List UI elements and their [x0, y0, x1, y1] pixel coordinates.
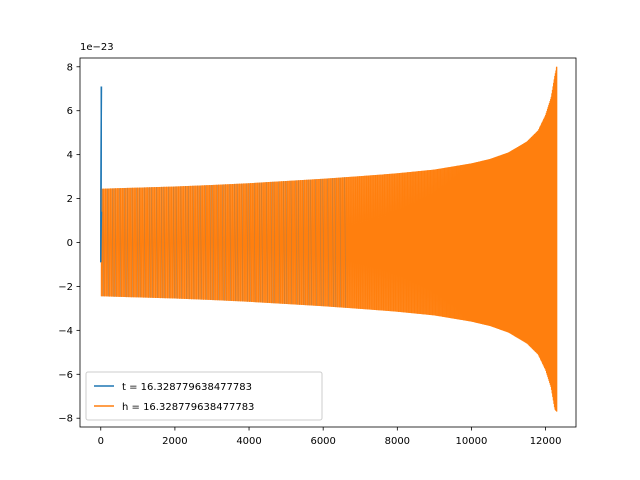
series-t-underlay [246, 183, 248, 302]
y-tick-label: 4 [67, 150, 73, 161]
y-tick-label: −2 [58, 282, 73, 293]
x-tick-label: 10000 [456, 436, 488, 447]
series-t-underlay [266, 182, 268, 303]
x-tick-label: 6000 [310, 436, 335, 447]
series-t-underlay [212, 184, 214, 301]
legend-label: t = 16.328779638477783 [122, 382, 252, 393]
series-t-underlay [258, 182, 261, 303]
series-t-underlay [271, 181, 273, 304]
legend-box [85, 371, 323, 421]
y-axis: −8 −6 −4 −2 0 2 4 6 8 [58, 62, 80, 425]
series-t-underlay [148, 187, 151, 298]
series-t-underlay [261, 182, 263, 303]
y-tick-label: 2 [67, 194, 73, 205]
series-t-underlay [143, 187, 146, 298]
series-t-underlay [102, 188, 104, 297]
series-t-underlay [180, 186, 183, 299]
series-t-underlay [285, 180, 288, 305]
series-t-underlay [151, 187, 153, 298]
series-t-underlay [205, 185, 207, 300]
legend: t = 16.328779638477783 h = 16.32877963847… [85, 371, 323, 421]
series-t-underlay [249, 183, 251, 302]
series-t-underlay [253, 182, 256, 303]
legend-label: h = 16.328779638477783 [122, 402, 254, 413]
series-t-underlay [124, 187, 126, 298]
x-axis: 0 2000 4000 6000 8000 10000 12000 [98, 427, 562, 447]
series-t-underlay [290, 180, 293, 305]
series-h-line [100, 66, 558, 412]
series-t-spike [100, 86, 103, 263]
series-t-underlay [156, 187, 158, 298]
series-t-underlay [197, 185, 200, 300]
series-t-underlay [112, 188, 114, 297]
series-t-underlay [160, 186, 163, 299]
series-t-underlay [295, 180, 297, 305]
series-t-underlay [236, 183, 239, 302]
y-tick-label: 8 [67, 62, 73, 73]
series-t-underlay [307, 179, 310, 306]
x-tick-label: 0 [98, 436, 104, 447]
series-t-underlay [298, 180, 300, 305]
y-tick-label: −8 [58, 414, 73, 425]
series-t-underlay [200, 185, 202, 300]
series-t-underlay [114, 188, 117, 297]
series-t-underlay [273, 181, 276, 304]
series-t-underlay [163, 186, 165, 299]
series-t-underlay [302, 179, 305, 306]
series-t-underlay [188, 185, 190, 300]
series-t-underlay [168, 186, 170, 299]
series-t-underlay [185, 186, 187, 299]
series-t-underlay [175, 186, 178, 299]
y-tick-label: −4 [58, 326, 73, 337]
y-scale-label: 1e−23 [80, 42, 114, 53]
series-t-underlay [322, 178, 324, 307]
series-t-underlay [339, 177, 342, 308]
series-layer [100, 66, 558, 412]
x-tick-label: 4000 [236, 436, 261, 447]
y-tick-label: −6 [58, 370, 73, 381]
series-t-underlay [241, 183, 244, 302]
series-t-underlay [126, 187, 129, 298]
series-t-underlay [278, 181, 280, 304]
series-t-underlay [319, 178, 322, 307]
y-tick-label: 0 [67, 238, 73, 249]
series-t-underlay [315, 179, 317, 306]
x-tick-label: 12000 [530, 436, 562, 447]
series-t-underlay [334, 177, 337, 308]
series-t-underlay [136, 187, 138, 298]
series-t-underlay [107, 188, 109, 297]
x-tick-label: 2000 [162, 436, 187, 447]
series-t-underlay [310, 179, 312, 306]
series-t-underlay [283, 181, 285, 304]
series-t-underlay [332, 178, 334, 307]
series-t-underlay [217, 184, 219, 301]
series-t-underlay [327, 178, 329, 307]
y-tick-label: 6 [67, 106, 73, 117]
series-t-underlay [234, 183, 236, 302]
series-t-underlay [209, 185, 212, 300]
x-tick-label: 8000 [385, 436, 410, 447]
series-t-underlay [173, 186, 175, 299]
series-t-underlay [192, 185, 195, 300]
series-t-underlay [139, 187, 141, 298]
series-t-underlay [344, 177, 346, 308]
series-t-underlay [131, 187, 134, 298]
series-t-underlay [222, 184, 224, 301]
series-t-underlay [229, 184, 231, 301]
series-t-underlay [224, 184, 227, 301]
series-t-underlay [119, 188, 121, 297]
